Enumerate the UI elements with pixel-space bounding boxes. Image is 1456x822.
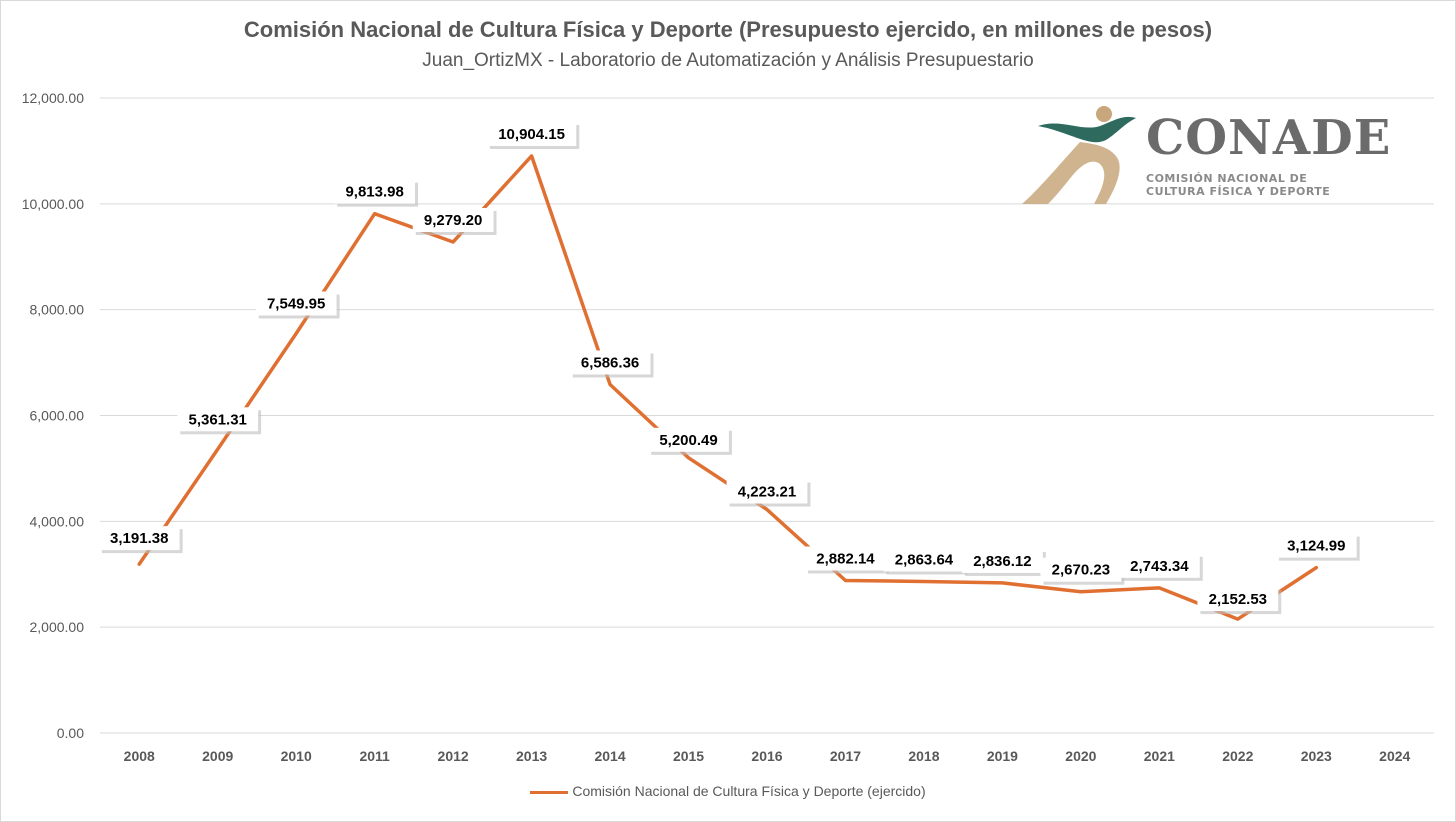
data-label: 2,670.23: [1052, 562, 1110, 579]
runner-logo-icon: [1022, 106, 1136, 204]
data-label: 6,586.36: [581, 354, 639, 371]
logo-wordmark: CONADE: [1146, 110, 1392, 166]
legend-line-swatch: [530, 790, 569, 794]
x-tick-label: 2023: [1301, 748, 1332, 764]
data-label-box: [962, 548, 1043, 573]
y-tick-label: 8,000.00: [30, 302, 85, 318]
data-label: 9,813.98: [345, 184, 403, 201]
y-tick-label: 4,000.00: [30, 513, 85, 529]
data-label: 2,836.12: [973, 553, 1031, 570]
data-label-box: [98, 526, 180, 551]
logo-subtext-line2: CULTURA FÍSICA Y DEPORTE: [1146, 185, 1331, 198]
data-label-box: [334, 179, 416, 204]
x-tick-label: 2013: [516, 748, 547, 764]
data-label: 2,743.34: [1130, 558, 1189, 575]
x-tick-label: 2016: [751, 748, 782, 764]
series-line: [137, 154, 1319, 621]
x-tick-label: 2014: [594, 748, 625, 764]
legend-label: Comisión Nacional de Cultura Física y De…: [572, 783, 926, 799]
data-label-box: [255, 291, 337, 316]
y-tick-label: 0.00: [57, 725, 84, 741]
y-tick-label: 12,000.00: [22, 90, 84, 106]
data-label-box: [1197, 587, 1279, 612]
logo-subtext: COMISIÓN NACIONAL DE CULTURA FÍSICA Y DE…: [1146, 172, 1330, 198]
data-label-box: [648, 427, 729, 452]
data-label: 3,124.99: [1287, 538, 1345, 555]
data-label: 10,904.15: [498, 126, 565, 143]
x-tick-label: 2015: [673, 748, 704, 764]
data-label-box: [1275, 533, 1357, 558]
data-label-box: [486, 121, 577, 146]
x-tick-label: 2019: [987, 748, 1018, 764]
data-label-box: [177, 407, 259, 432]
data-label-box: [883, 547, 965, 572]
data-label: 5,361.31: [189, 411, 247, 428]
data-label-box: [726, 479, 808, 504]
y-tick-label: 2,000.00: [30, 619, 85, 635]
chart-title: Comisión Nacional de Cultura Física y De…: [243, 17, 1213, 42]
conade-logo: CONADE COMISIÓN NACIONAL DE CULTURA FÍSI…: [1020, 104, 1410, 208]
x-tick-label: 2018: [908, 748, 939, 764]
chart-legend: Comisión Nacional de Cultura Física y De…: [0, 783, 1456, 799]
x-tick-label: 2012: [438, 748, 469, 764]
x-tick-label: 2022: [1222, 748, 1253, 764]
data-label: 2,152.53: [1209, 591, 1267, 608]
data-label: 5,200.49: [659, 432, 717, 449]
y-tick-label: 10,000.00: [22, 196, 84, 212]
x-tick-label: 2009: [202, 748, 233, 764]
data-label: 4,223.21: [738, 484, 796, 501]
chart-subtitle: Juan_OrtizMX - Laboratorio de Automatiza…: [422, 50, 1034, 71]
data-label: 7,549.95: [267, 295, 325, 312]
x-tick-label: 2008: [124, 748, 155, 764]
x-tick-label: 2011: [359, 748, 390, 764]
data-label: 2,863.64: [895, 551, 954, 568]
data-label-box: [1040, 557, 1122, 582]
data-label: 2,882.14: [816, 550, 875, 567]
logo-subtext-line1: COMISIÓN NACIONAL DE: [1146, 172, 1308, 185]
data-label-box: [569, 350, 651, 375]
data-label-box: [805, 546, 886, 571]
x-tick-label: 2010: [281, 748, 312, 764]
x-tick-label: 2020: [1065, 748, 1096, 764]
data-label: 9,279.20: [424, 212, 482, 229]
x-tick-label: 2017: [830, 748, 861, 764]
data-label-box: [1118, 553, 1200, 578]
x-tick-label: 2021: [1144, 748, 1175, 764]
y-tick-label: 6,000.00: [30, 408, 85, 424]
x-tick-label: 2024: [1379, 748, 1410, 764]
data-label-box: [412, 207, 494, 232]
data-label: 3,191.38: [110, 530, 168, 547]
